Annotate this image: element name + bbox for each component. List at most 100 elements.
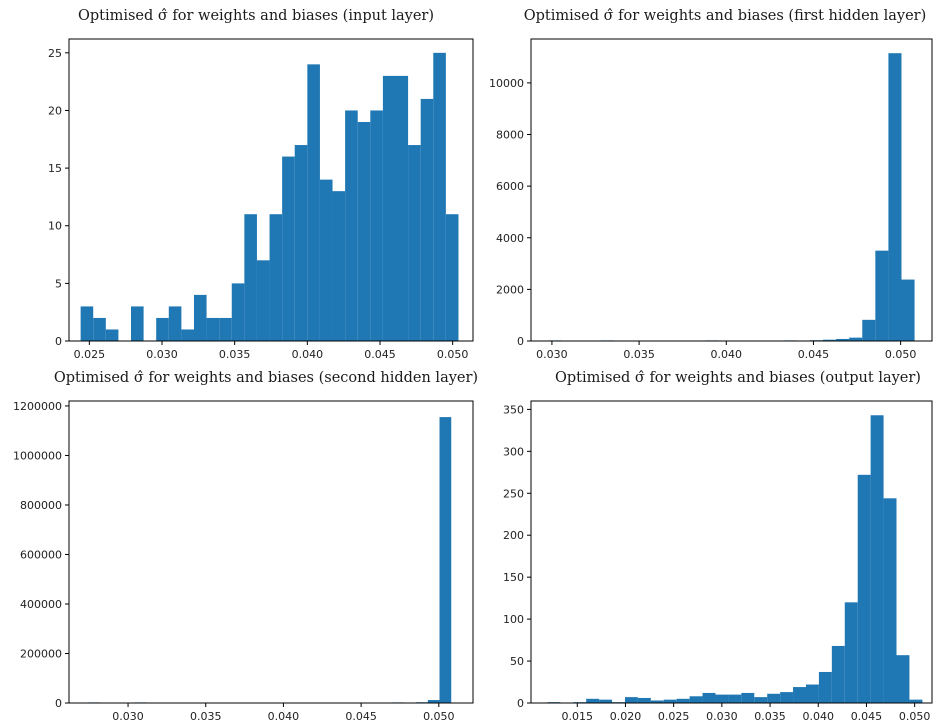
histogram-bar bbox=[445, 214, 459, 341]
y-tick-label: 1000000 bbox=[13, 449, 62, 462]
plot-frame bbox=[68, 400, 474, 704]
y-tick-label: 200 bbox=[503, 529, 524, 542]
histogram-bar bbox=[256, 260, 270, 341]
plot-frame bbox=[530, 38, 933, 342]
plot-frame bbox=[530, 400, 933, 704]
histogram-bar bbox=[836, 338, 850, 341]
x-tick-label: 0.030 bbox=[706, 710, 738, 723]
histogram-bar bbox=[586, 698, 600, 703]
x-tick-label: 0.040 bbox=[268, 710, 300, 723]
histogram-bar bbox=[663, 699, 677, 703]
y-tick-label: 800000 bbox=[20, 499, 62, 512]
x-tick-label: 0.020 bbox=[610, 710, 642, 723]
x-tick-label: 0.040 bbox=[803, 710, 835, 723]
x-tick-label: 0.045 bbox=[851, 710, 883, 723]
y-tick-label: 0 bbox=[55, 697, 62, 710]
chart-title: Optimised σ̂ for weights and biases (sec… bbox=[54, 370, 478, 386]
y-tick-label: 5 bbox=[55, 277, 62, 290]
histogram-bar bbox=[156, 317, 169, 341]
histogram-bar bbox=[131, 306, 144, 341]
histogram-bar bbox=[269, 214, 283, 341]
y-tick-label: 15 bbox=[48, 162, 62, 175]
histogram-panel-first-hidden: Optimised σ̂ for weights and biases (fir… bbox=[489, 8, 933, 361]
x-tick-label: 0.035 bbox=[219, 348, 251, 361]
y-tick-label: 50 bbox=[510, 655, 524, 668]
histogram-panel-second-hidden: Optimised σ̂ for weights and biases (sec… bbox=[13, 370, 478, 723]
histogram-bar bbox=[754, 697, 768, 703]
x-tick-label: 0.030 bbox=[146, 348, 178, 361]
x-tick-label: 0.035 bbox=[623, 348, 655, 361]
histogram-bar bbox=[206, 317, 220, 341]
histogram-bar bbox=[307, 64, 320, 342]
y-tick-label: 350 bbox=[503, 403, 524, 416]
chart-title: Optimised σ̂ for weights and biases (inp… bbox=[78, 8, 434, 24]
histogram-bar bbox=[831, 645, 845, 703]
histogram-bar bbox=[282, 156, 295, 341]
y-tick-label: 300 bbox=[503, 445, 524, 458]
histogram-bar bbox=[599, 699, 613, 703]
plot-frame bbox=[68, 38, 474, 342]
histogram-bar bbox=[793, 687, 806, 703]
histogram-bar bbox=[427, 700, 440, 703]
x-tick-label: 0.050 bbox=[437, 348, 469, 361]
y-tick-label: 0 bbox=[517, 335, 524, 348]
histogram-bar bbox=[676, 698, 690, 703]
x-tick-label: 0.025 bbox=[74, 348, 106, 361]
y-tick-label: 20 bbox=[48, 104, 62, 117]
y-tick-label: 600000 bbox=[20, 548, 62, 561]
y-tick-label: 200000 bbox=[20, 647, 62, 660]
histogram-panel-input: Optimised σ̂ for weights and biases (inp… bbox=[48, 8, 474, 361]
histogram-bar bbox=[888, 53, 902, 341]
histogram-bar bbox=[624, 697, 638, 703]
x-tick-label: 0.015 bbox=[562, 710, 594, 723]
histogram-bar bbox=[294, 145, 308, 341]
histogram-bar bbox=[370, 110, 383, 341]
histogram-bar bbox=[857, 474, 871, 703]
histogram-bar bbox=[93, 317, 106, 341]
histogram-bar bbox=[637, 697, 651, 703]
histogram-bar bbox=[332, 191, 346, 341]
y-tick-label: 8000 bbox=[496, 129, 524, 142]
y-tick-label: 4000 bbox=[496, 232, 524, 245]
histogram-bar bbox=[319, 179, 333, 341]
y-tick-label: 25 bbox=[48, 47, 62, 60]
y-tick-label: 100 bbox=[503, 613, 524, 626]
histogram-bar bbox=[357, 121, 371, 341]
x-tick-label: 0.045 bbox=[345, 710, 377, 723]
histogram-bar bbox=[408, 145, 421, 341]
histogram-bar bbox=[395, 75, 409, 341]
histogram-panel-output: Optimised σ̂ for weights and biases (out… bbox=[503, 370, 933, 723]
x-tick-label: 0.050 bbox=[885, 348, 917, 361]
histogram-bar bbox=[80, 306, 94, 341]
x-tick-label: 0.035 bbox=[190, 710, 222, 723]
histogram-bar bbox=[689, 696, 703, 703]
y-tick-label: 6000 bbox=[496, 180, 524, 193]
histogram-bar bbox=[901, 279, 915, 341]
histogram-bar bbox=[345, 110, 358, 341]
histogram-bar bbox=[231, 283, 245, 341]
histogram-bar bbox=[896, 655, 910, 703]
histogram-bar bbox=[909, 699, 923, 703]
histogram-bar bbox=[439, 417, 452, 703]
histogram-bar bbox=[168, 306, 182, 341]
chart-title: Optimised σ̂ for weights and biases (out… bbox=[555, 370, 921, 386]
y-tick-label: 0 bbox=[517, 697, 524, 710]
histogram-bar bbox=[433, 52, 446, 341]
y-tick-label: 10 bbox=[48, 220, 62, 233]
histogram-bar bbox=[875, 250, 889, 341]
y-tick-label: 1200000 bbox=[13, 400, 62, 413]
histogram-bar bbox=[818, 671, 832, 703]
x-tick-label: 0.050 bbox=[899, 710, 931, 723]
histogram-bar bbox=[219, 317, 232, 341]
x-tick-label: 0.045 bbox=[798, 348, 830, 361]
histogram-bar bbox=[780, 692, 794, 703]
histogram-bar bbox=[883, 498, 897, 703]
histogram-bar bbox=[420, 98, 434, 341]
chart-title: Optimised σ̂ for weights and biases (fir… bbox=[524, 8, 927, 24]
histogram-bar bbox=[849, 337, 863, 341]
histogram-bar bbox=[728, 694, 742, 703]
histogram-bar bbox=[650, 700, 664, 703]
y-tick-label: 250 bbox=[503, 487, 524, 500]
histogram-bar bbox=[870, 415, 884, 703]
